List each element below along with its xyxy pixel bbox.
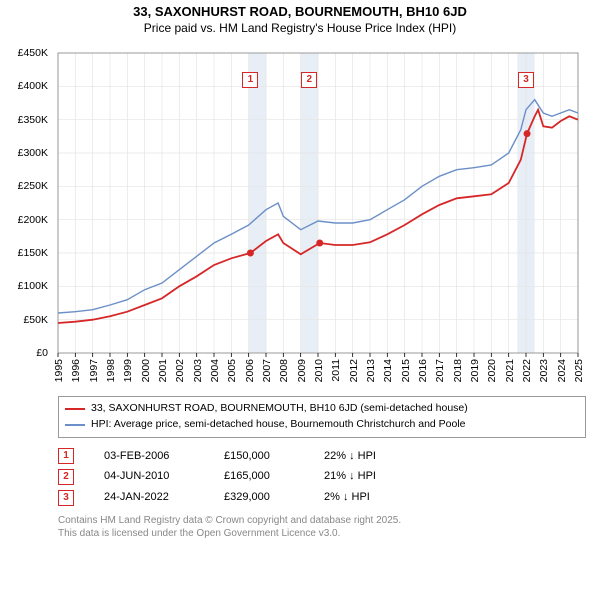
x-axis-label: 2021 [504,359,516,382]
legend-swatch [65,408,85,410]
marker-table: 1 03-FEB-2006 £150,000 22% ↓ HPI 2 04-JUN-201… [58,446,586,509]
x-axis-label: 2010 [313,359,325,382]
x-axis-label: 2020 [486,359,498,382]
y-axis-label: £400K [10,80,48,92]
marker-row: 3 24-JAN-2022 £329,000 2% ↓ HPI [58,487,586,508]
x-axis-label: 2006 [244,359,256,382]
marker-date: 24-JAN-2022 [104,487,194,508]
x-axis-label: 2015 [400,359,412,382]
x-axis-label: 2017 [434,359,446,382]
y-axis-label: £250K [10,180,48,192]
x-axis-label: 1997 [88,359,100,382]
chart-area: £0 £50K £100K £150K £200K £250K £300K £350K £400… [10,43,590,388]
x-axis-label: 2018 [452,359,464,382]
y-axis-label: £200K [10,214,48,226]
marker-price: £150,000 [224,446,294,467]
chart-marker-1: 1 [242,72,258,88]
x-axis-label: 2023 [538,359,550,382]
x-axis-label: 1999 [122,359,134,382]
x-axis-label: 1995 [53,359,65,382]
y-axis-label: £150K [10,247,48,259]
legend: 33, SAXONHURST ROAD, BOURNEMOUTH, BH10 6… [58,396,586,438]
legend-item: 33, SAXONHURST ROAD, BOURNEMOUTH, BH10 6… [65,401,579,417]
marker-number: 3 [58,490,74,506]
x-axis-label: 2008 [278,359,290,382]
chart-marker-3: 3 [518,72,534,88]
marker-date: 03-FEB-2006 [104,446,194,467]
y-axis-label: £450K [10,47,48,59]
x-axis-label: 2016 [417,359,429,382]
chart-marker-2: 2 [301,72,317,88]
x-axis-label: 2009 [296,359,308,382]
x-axis-label: 2001 [157,359,169,382]
x-axis-label: 1996 [70,359,82,382]
x-axis-label: 2013 [365,359,377,382]
legend-swatch [65,424,85,426]
x-axis-label: 2019 [469,359,481,382]
x-axis-label: 2000 [140,359,152,382]
footer-attribution: Contains HM Land Registry data © Crown c… [58,514,586,540]
x-axis-label: 2025 [573,359,585,382]
y-axis-label: £50K [10,314,48,326]
marker-row: 1 03-FEB-2006 £150,000 22% ↓ HPI [58,446,586,467]
legend-label: HPI: Average price, semi-detached house,… [91,417,466,433]
y-axis-label: £100K [10,280,48,292]
marker-number: 2 [58,469,74,485]
marker-delta: 2% ↓ HPI [324,487,404,508]
x-axis-label: 2011 [330,359,342,382]
x-axis-label: 1998 [105,359,117,382]
x-axis-label: 2004 [209,359,221,382]
marker-delta: 22% ↓ HPI [324,446,404,467]
marker-delta: 21% ↓ HPI [324,466,404,487]
x-axis-label: 2002 [174,359,186,382]
chart-title-line2: Price paid vs. HM Land Registry's House … [0,21,600,35]
marker-row: 2 04-JUN-2010 £165,000 21% ↓ HPI [58,466,586,487]
y-axis-label: £0 [10,347,48,359]
legend-item: HPI: Average price, semi-detached house,… [65,417,579,433]
legend-label: 33, SAXONHURST ROAD, BOURNEMOUTH, BH10 6… [91,401,468,417]
x-axis-label: 2022 [521,359,533,382]
x-axis-label: 2003 [192,359,204,382]
marker-number: 1 [58,448,74,464]
y-axis-label: £300K [10,147,48,159]
footer-line2: This data is licensed under the Open Gov… [58,527,586,540]
x-axis-label: 2005 [226,359,238,382]
line-chart [10,43,590,383]
marker-price: £165,000 [224,466,294,487]
chart-title-line1: 33, SAXONHURST ROAD, BOURNEMOUTH, BH10 6… [0,4,600,19]
footer-line1: Contains HM Land Registry data © Crown c… [58,514,586,527]
x-axis-label: 2007 [261,359,273,382]
marker-date: 04-JUN-2010 [104,466,194,487]
x-axis-label: 2014 [382,359,394,382]
x-axis-label: 2012 [348,359,360,382]
x-axis-label: 2024 [556,359,568,382]
marker-price: £329,000 [224,487,294,508]
y-axis-label: £350K [10,114,48,126]
